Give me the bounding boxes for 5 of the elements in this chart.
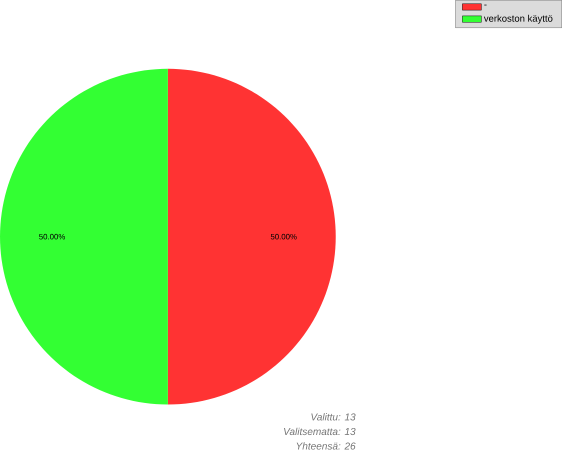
text: Valittu: 13 [311, 413, 356, 421]
text: Yhteensä: 26 [296, 442, 356, 450]
text: Valitsematta: 13 [284, 428, 356, 436]
legend-label: - [484, 4, 487, 6]
legend-label: verkoston käyttö [484, 14, 552, 24]
